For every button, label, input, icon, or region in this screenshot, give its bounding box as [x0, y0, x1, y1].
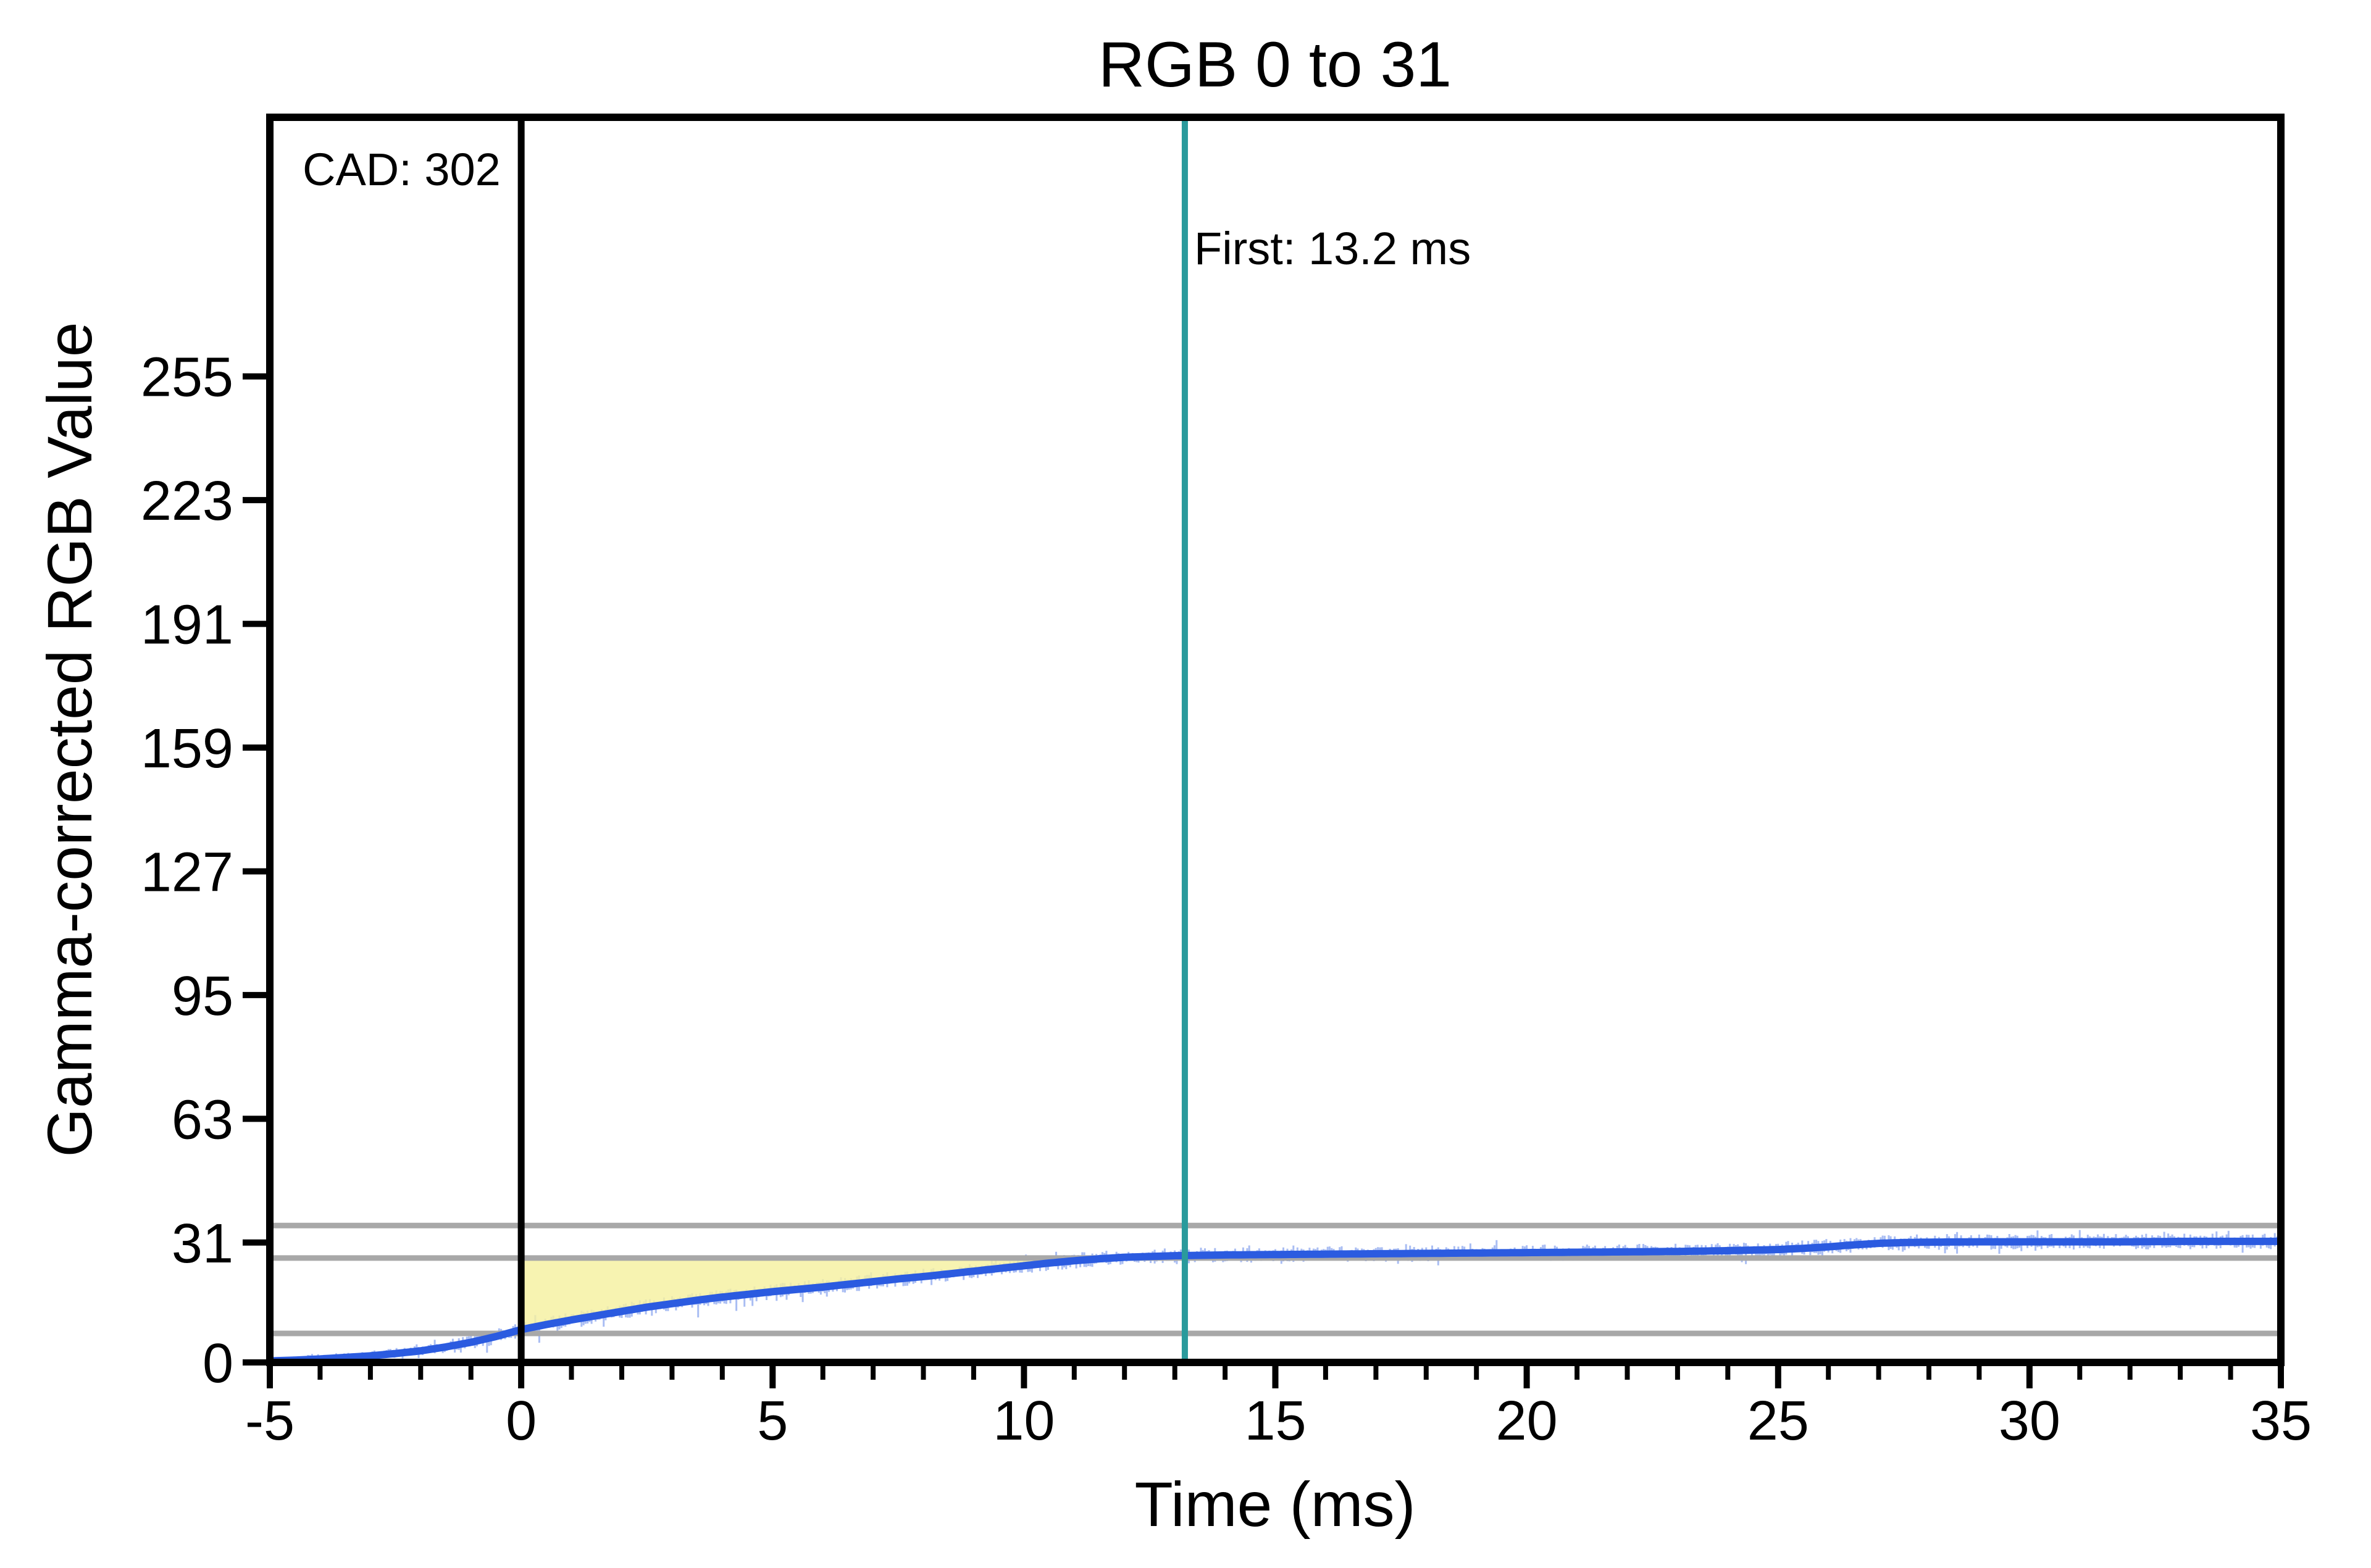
deviation-area	[521, 1257, 1113, 1329]
y-tick-label: 0	[203, 1333, 233, 1395]
y-tick-label: 159	[141, 718, 233, 780]
x-tick-label: 0	[506, 1390, 537, 1452]
x-tick-label: 10	[993, 1390, 1055, 1452]
y-axis-label: Gamma-corrected RGB Value	[35, 322, 105, 1157]
y-tick-label: 127	[141, 842, 233, 904]
chart-title: RGB 0 to 31	[1098, 29, 1452, 101]
plot-data-layers	[270, 117, 2281, 1362]
x-tick-label: 35	[2250, 1390, 2312, 1452]
y-tick-label: 31	[172, 1213, 233, 1275]
first-response-annotation: First: 13.2 ms	[1194, 223, 1471, 274]
y-tick-label: 223	[141, 470, 233, 532]
x-axis-label: Time (ms)	[1134, 1469, 1415, 1540]
y-tick-label: 255	[141, 347, 233, 409]
plot-border	[266, 114, 2285, 1366]
y-tick-label: 191	[141, 594, 233, 656]
smoothed-signal-trace	[270, 1237, 2281, 1362]
cad-annotation: CAD: 302	[303, 144, 501, 195]
x-tick-label: 5	[757, 1390, 788, 1452]
x-tick-label: 25	[1747, 1390, 1809, 1452]
y-tick-label: 95	[172, 965, 233, 1027]
x-tick-label: 15	[1244, 1390, 1306, 1452]
x-tick-label: 20	[1496, 1390, 1558, 1452]
x-tick-label: -5	[245, 1390, 295, 1452]
y-tick-label: 63	[172, 1089, 233, 1151]
x-tick-label: 30	[1999, 1390, 2060, 1452]
